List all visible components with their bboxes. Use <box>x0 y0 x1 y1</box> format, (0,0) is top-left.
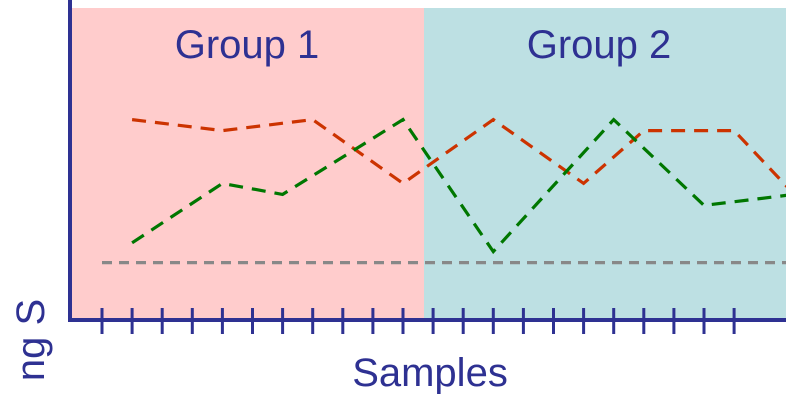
x-axis-label: Samples <box>352 351 508 394</box>
group-1-label: Group 1 <box>175 23 320 67</box>
group-2-label: Group 2 <box>527 23 672 67</box>
series-1-line <box>131 117 786 188</box>
series-2-line <box>131 117 786 255</box>
group-bands <box>70 8 786 318</box>
y-axis-label: ng S <box>9 299 53 381</box>
group-1-band <box>70 8 424 318</box>
series-lines <box>102 117 786 265</box>
axes <box>68 0 786 322</box>
group-2-band <box>424 8 786 318</box>
x-ticks <box>100 308 736 334</box>
